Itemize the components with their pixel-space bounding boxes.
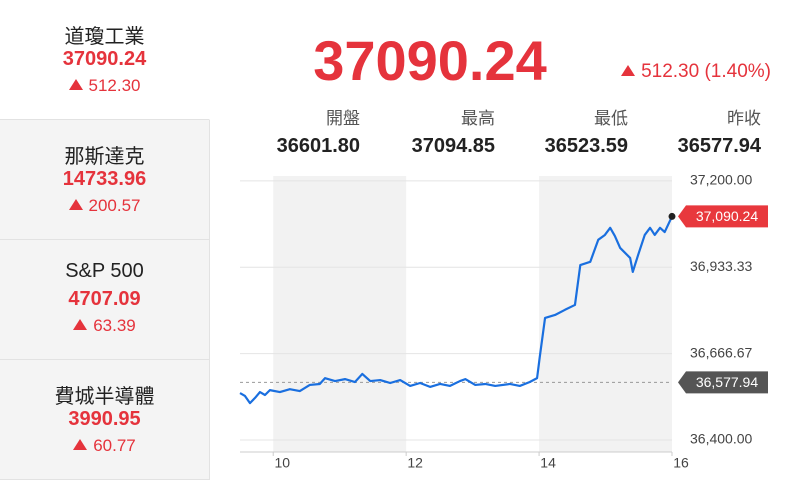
x-tick-label: 16 [673, 455, 689, 471]
last-point [668, 212, 676, 220]
sidebar: 道瓊工業 37090.24 512.30 那斯達克 14733.96 200.57 S&P … [0, 0, 210, 491]
last-tag [678, 205, 768, 228]
index-name: 那斯達克 [64, 146, 145, 168]
stat-value: 37094.85 [411, 135, 495, 157]
index-name: 費城半導體 [54, 386, 155, 408]
stat-value: 36577.94 [677, 135, 761, 157]
stat-value: 36601.80 [276, 135, 360, 157]
last-tag-label: 37,090.24 [696, 208, 758, 224]
index-change: 60.77 [0, 436, 209, 456]
x-tick-label: 14 [540, 455, 556, 471]
index-price: 14733.96 [62, 168, 147, 190]
stat: 開盤 36601.80 [230, 104, 360, 158]
index-price: 4707.09 [68, 288, 141, 310]
y-tick-label: 36,666.67 [690, 344, 752, 360]
time-band [273, 176, 407, 452]
price-line [239, 215, 673, 405]
time-band [539, 176, 672, 452]
stat-label: 昨收 [727, 109, 761, 128]
index-name: S&P 500 [65, 260, 144, 282]
stat: 最低 36523.59 [498, 104, 628, 158]
stat-value: 36523.59 [544, 135, 628, 157]
reference-tag-label: 36,577.94 [696, 374, 758, 390]
x-tick-label: 12 [407, 455, 423, 471]
index-change: 200.57 [0, 196, 209, 216]
index-item[interactable]: 那斯達克 14733.96 200.57 [0, 120, 210, 240]
index-name: 道瓊工業 [64, 26, 145, 48]
index-item[interactable]: 道瓊工業 37090.24 512.30 [0, 0, 210, 120]
reference-tag [678, 371, 768, 394]
index-change: 63.39 [0, 316, 209, 336]
y-tick-label: 37,200.00 [690, 172, 752, 188]
stat-label: 最低 [594, 109, 628, 128]
main-price: 37090.24 [313, 29, 547, 92]
index-item[interactable]: 費城半導體 3990.95 60.77 [0, 360, 210, 480]
stat: 最高 37094.85 [365, 104, 495, 158]
stat: 昨收 36577.94 [631, 104, 761, 158]
index-price: 37090.24 [62, 48, 147, 70]
index-change: 512.30 [0, 76, 209, 96]
index-price: 3990.95 [68, 408, 141, 430]
main-change: 512.30 (1.40%) [621, 61, 771, 83]
x-tick-label: 10 [274, 455, 290, 471]
stat-label: 最高 [461, 109, 495, 128]
index-item[interactable]: S&P 500 4707.09 63.39 [0, 240, 210, 360]
stat-label: 開盤 [326, 109, 360, 128]
y-tick-label: 36,400.00 [690, 431, 752, 447]
y-tick-label: 36,933.33 [690, 258, 752, 274]
